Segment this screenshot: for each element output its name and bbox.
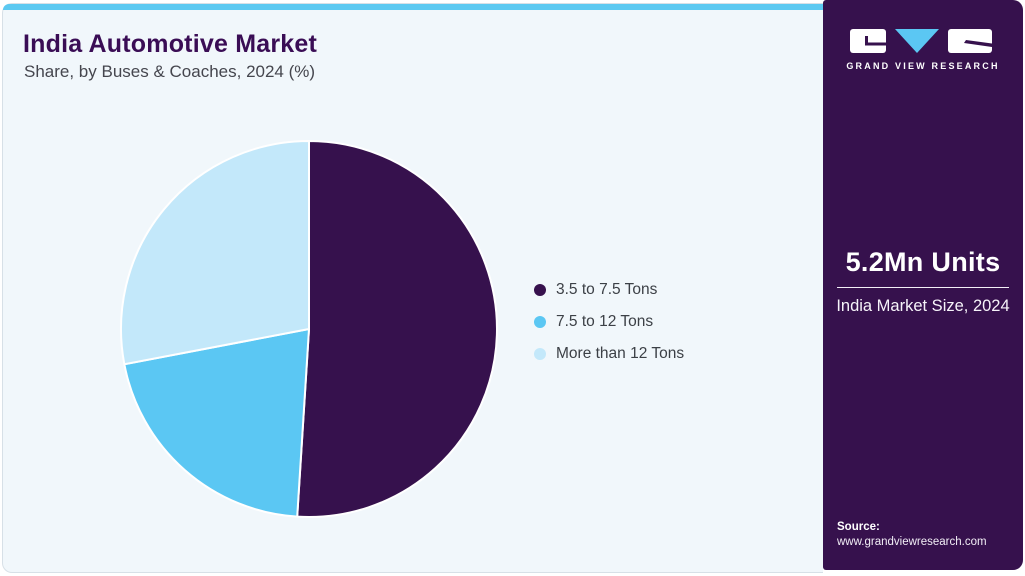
legend-swatch-icon [534,284,546,296]
pie-slice-2 [120,140,310,366]
pie-slice-1 [123,328,310,518]
pie-slice-0 [296,140,498,518]
pie-chart-svg [120,140,498,518]
brand-logo: GRAND VIEW RESEARCH [823,28,1023,71]
pie-chart [119,139,499,519]
market-size-divider [837,287,1009,288]
legend-label: 3.5 to 7.5 Tons [556,281,658,298]
brand-name: GRAND VIEW RESEARCH [846,61,1000,71]
gvr-logo-icon [850,29,992,53]
legend-label: More than 12 Tons [556,345,685,362]
chart-panel: India Automotive Market Share, by Buses … [2,3,823,573]
source-label: Source: [837,521,880,533]
source-url: www.grandviewresearch.com [837,536,987,548]
legend-item: 3.5 to 7.5 Tons [534,274,684,306]
legend: 3.5 to 7.5 Tons 7.5 to 12 Tons More than… [534,274,684,370]
source-block: Source: www.grandviewresearch.com [837,521,987,548]
page-title: India Automotive Market [23,30,317,58]
brand-sidebar: GRAND VIEW RESEARCH 5.2Mn Units India Ma… [823,0,1023,570]
legend-swatch-icon [534,316,546,328]
page-subtitle: Share, by Buses & Coaches, 2024 (%) [24,62,316,81]
legend-item: More than 12 Tons [534,338,684,370]
legend-label: 7.5 to 12 Tons [556,313,654,330]
accent-strip [3,4,823,10]
market-size-value: 5.2Mn Units [845,247,1001,277]
legend-swatch-icon [534,348,546,360]
market-size-caption: India Market Size, 2024 [836,297,1010,315]
market-size-block: 5.2Mn Units India Market Size, 2024 [835,247,1011,318]
legend-item: 7.5 to 12 Tons [534,306,684,338]
